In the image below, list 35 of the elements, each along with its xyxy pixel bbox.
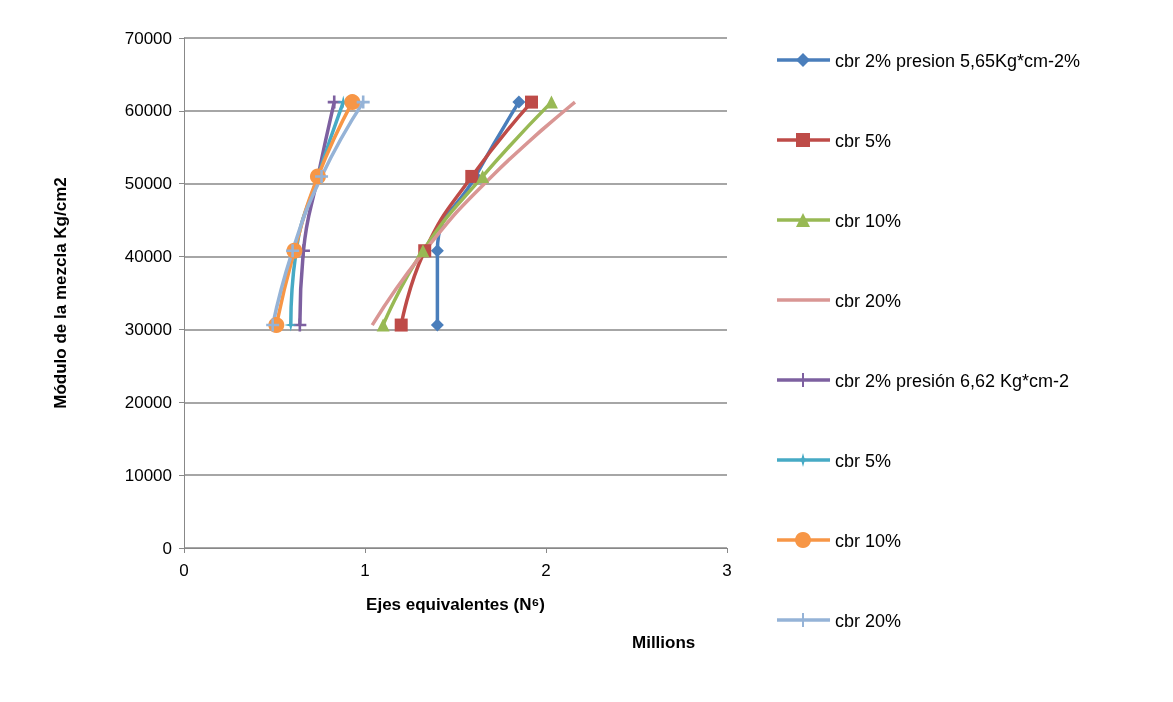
- legend-label: cbr 20%: [835, 291, 902, 311]
- x-axis-title: Ejes equivalentes (N⁶): [366, 595, 545, 614]
- y-tick-label: 60000: [124, 101, 172, 121]
- line-series: [370, 100, 577, 327]
- y-tick-label: 30000: [124, 319, 172, 339]
- point: [512, 95, 526, 109]
- y-tick-label: 20000: [124, 392, 172, 412]
- point: [430, 244, 444, 258]
- legend-label: cbr 5%: [835, 451, 892, 471]
- point: [430, 318, 444, 332]
- legend-label: cbr 20%: [835, 611, 902, 631]
- point: [266, 318, 280, 332]
- point: [376, 318, 390, 332]
- legend-label: cbr 10%: [835, 531, 902, 551]
- text: Millions: [632, 633, 696, 652]
- y-tick-label: 10000: [124, 465, 172, 485]
- y-tick-label: 70000: [124, 28, 172, 48]
- legend-label: cbr 2% presion 5,65Kg*cm-2%: [835, 51, 1081, 71]
- y-tick-label: 40000: [124, 247, 172, 267]
- point: [315, 169, 329, 183]
- point: [476, 169, 490, 183]
- y-tick-label: 50000: [124, 174, 172, 194]
- legend-label: cbr 2% presión 6,62 Kg*cm-2: [835, 371, 1070, 391]
- legend-label: cbr 10%: [835, 211, 902, 231]
- legend-label: cbr 5%: [835, 131, 892, 151]
- x-tick-label: 3: [722, 561, 732, 580]
- point: [544, 95, 558, 109]
- point: [525, 95, 539, 109]
- y-tick-label: 0: [162, 538, 172, 558]
- x-tick-label: 2: [541, 561, 551, 580]
- y-axis-title: Módulo de la mezcla Kg/cm2: [51, 177, 70, 409]
- x-tick-label: 1: [360, 561, 370, 580]
- point: [344, 94, 361, 111]
- x-tick-label: 0: [179, 561, 189, 580]
- point: [394, 318, 408, 332]
